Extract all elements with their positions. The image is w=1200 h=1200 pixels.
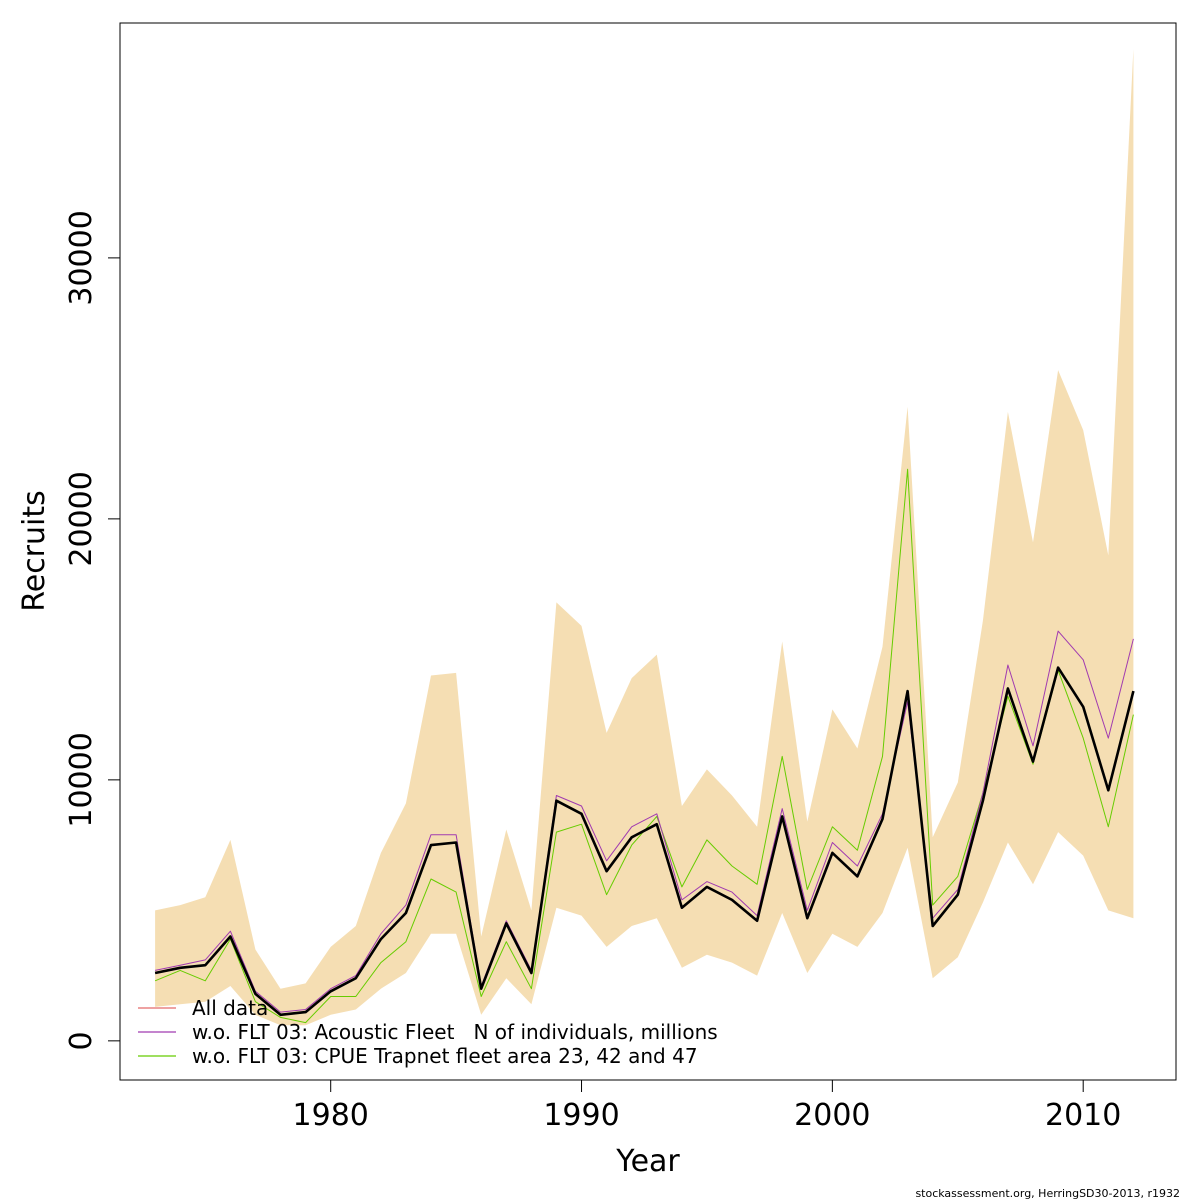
y-tick-label: 10000: [64, 732, 99, 827]
legend: All data w.o. FLT 03: Acoustic Fleet N o…: [138, 996, 718, 1068]
x-tick-label: 1980: [293, 1098, 369, 1133]
y-axis: 0 10000 20000 30000: [64, 210, 121, 1050]
x-axis: 1980 1990 2000 2010: [293, 1079, 1121, 1133]
x-tick-label: 2000: [794, 1098, 870, 1133]
series-base-line: [154, 666, 1135, 1017]
x-tick-label: 2010: [1045, 1098, 1121, 1133]
y-tick-label: 30000: [64, 210, 99, 305]
y-axis-title: Recruits: [17, 490, 52, 612]
legend-label-trapnet: w.o. FLT 03: CPUE Trapnet fleet area 23,…: [192, 1044, 698, 1068]
credit-text: stockassessment.org, HerringSD30-2013, r…: [915, 1187, 1180, 1200]
series-acoustic-line: [154, 630, 1134, 1013]
x-axis-title: Year: [615, 1144, 680, 1179]
y-tick-label: 0: [64, 1031, 99, 1050]
y-tick-label: 20000: [64, 471, 99, 566]
x-tick-label: 1990: [543, 1098, 619, 1133]
series-layer: [154, 468, 1135, 1024]
legend-label-all-data: All data: [192, 996, 268, 1020]
legend-label-acoustic: w.o. FLT 03: Acoustic Fleet N of individ…: [192, 1020, 718, 1044]
